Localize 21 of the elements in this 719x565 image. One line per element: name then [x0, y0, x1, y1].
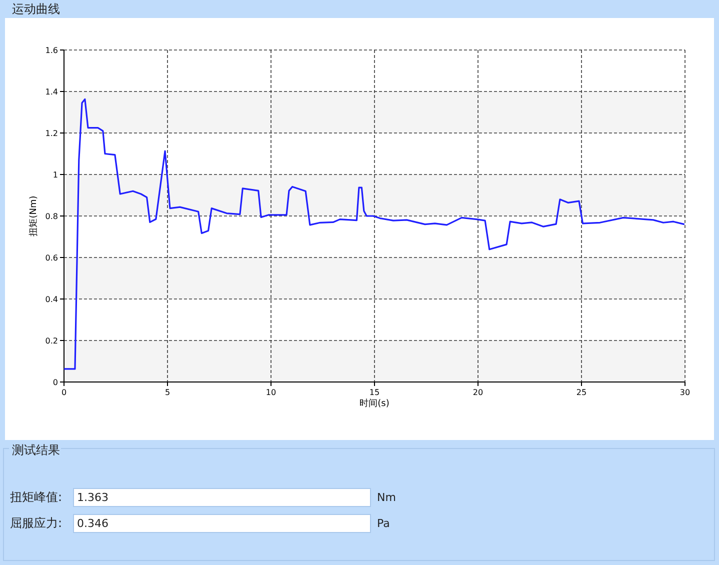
y-tick-label: 1.4: [45, 88, 58, 96]
y-tick-label: 0.4: [45, 295, 58, 304]
y-tick-label: 1.2: [45, 129, 58, 138]
x-tick-label: 20: [472, 388, 484, 397]
y-tick-label: 0.6: [45, 254, 58, 262]
x-tick-label: 30: [680, 388, 690, 397]
x-tick-label: 25: [576, 388, 587, 397]
x-tick-label: 15: [369, 388, 380, 397]
x-tick-label: 0: [61, 388, 67, 397]
results: 测试结果 扭矩峰值: 1.363 Nm 屈服应力: 0.346 Pa: [9, 441, 396, 533]
y-tick-label: 1.6: [45, 46, 58, 55]
y-tick-label: 0.2: [45, 336, 58, 346]
y-tick-label: 0.8: [45, 212, 58, 221]
y-axis-title: 扭矩(Nm): [28, 196, 39, 236]
x-tick-label: 10: [266, 388, 276, 397]
y-tick-label: 1: [52, 170, 58, 180]
line-series: [63, 98, 686, 370]
chart-title: 运动曲线: [12, 2, 60, 16]
y-tick-label: 0: [52, 378, 58, 387]
x-tick-label: 5: [164, 388, 170, 397]
x-axis-title: 时间(s): [360, 398, 390, 409]
